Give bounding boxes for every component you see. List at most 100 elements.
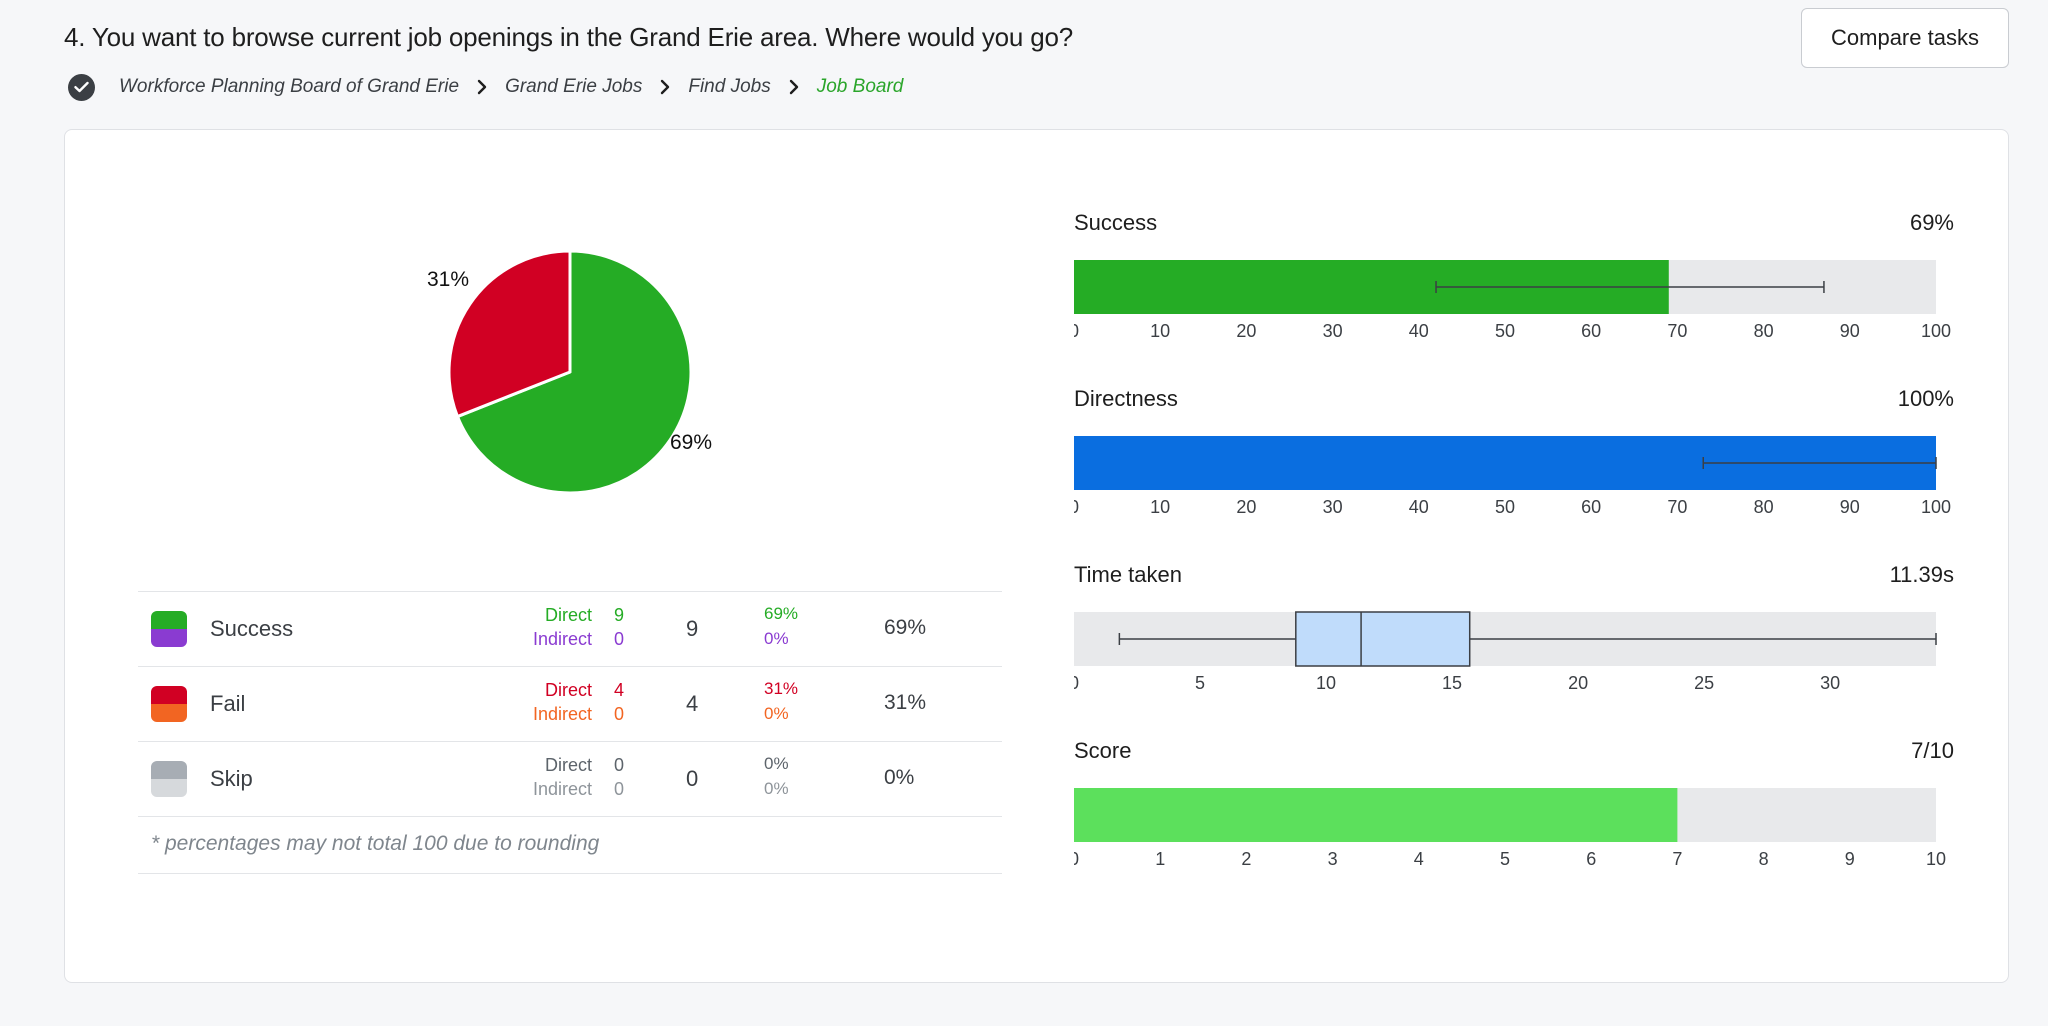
legend-name: Fail (210, 691, 246, 716)
box-iqr (1295, 611, 1471, 667)
pie-chart (447, 249, 693, 495)
compare-tasks-button[interactable]: Compare tasks (1801, 8, 2009, 68)
skip-swatch (151, 761, 187, 797)
breadcrumb-item-current: Job Board (816, 76, 904, 97)
axis-tick-label: 40 (1409, 497, 1429, 516)
indirect-pct: 0% (764, 629, 789, 648)
axis-tick-label: 90 (1840, 321, 1860, 340)
indirect-value: 0 (614, 704, 625, 724)
direct-value: 0 (614, 755, 625, 775)
legend-name: Success (210, 616, 294, 641)
rounding-note-row: * percentages may not total 100 due to r… (138, 816, 1002, 874)
axis-tick-label: 50 (1495, 497, 1515, 516)
axis-tick-label: 20 (1568, 673, 1588, 692)
axis-tick-label: 0 (1074, 673, 1079, 692)
total-pct: 0% (884, 766, 915, 789)
breadcrumb-item[interactable]: Find Jobs (688, 76, 771, 97)
axis-tick-label: 40 (1409, 321, 1429, 340)
pie-slice-fail (447, 249, 572, 419)
breadcrumb-item[interactable]: Workforce Planning Board of Grand Erie (119, 76, 460, 97)
time-taken-box-plot: 0 5 10 15 20 25 30 (1074, 611, 1937, 692)
question-title: 4. You want to browse current job openin… (64, 22, 1073, 52)
direct-pct: 31% (764, 679, 799, 698)
fail-swatch (151, 686, 187, 722)
metric-label: Score (1074, 738, 1132, 763)
metric-value: 7/10 (1911, 738, 1954, 763)
direct-value: 9 (614, 605, 625, 625)
count: 4 (686, 691, 699, 716)
results-panel: 69% 31% Success Direct Indirect 9 0 9 69… (64, 129, 2009, 983)
error-bar (1702, 457, 1937, 469)
axis-tick-label: 10 (1150, 497, 1170, 516)
axis-tick-label: 1 (1155, 849, 1165, 868)
check-circle-icon (68, 73, 95, 101)
axis-tick-label: 6 (1586, 849, 1596, 868)
indirect-pct: 0% (764, 779, 789, 798)
breadcrumb-item[interactable]: Grand Erie Jobs (505, 76, 643, 97)
axis-tick-label: 80 (1754, 497, 1774, 516)
score-bar-chart: 0 1 2 3 4 5 6 7 8 9 10 (1074, 788, 1946, 868)
direct-value: 4 (614, 680, 625, 700)
axis-tick-label: 3 (1328, 849, 1338, 868)
axis-tick-label: 20 (1236, 497, 1256, 516)
count: 0 (686, 766, 699, 791)
metric-label: Success (1074, 210, 1158, 235)
total-pct: 31% (884, 691, 927, 714)
axis-tick-label: 25 (1694, 673, 1714, 692)
legend-name: Skip (210, 766, 253, 791)
indirect-label: Indirect (532, 704, 592, 724)
axis-tick-label: 0 (1074, 497, 1079, 516)
pie-label-fail: 31% (427, 268, 470, 291)
axis-tick-label: 30 (1323, 497, 1343, 516)
axis-tick-label: 80 (1754, 321, 1774, 340)
pie-slice-success (455, 249, 693, 495)
metric-label: Time taken (1074, 562, 1183, 587)
axis-tick-label: 5 (1195, 673, 1205, 692)
results-legend-table: Success Direct Indirect 9 0 9 69% 0% 69%… (138, 591, 1002, 874)
axis-tick-label: 4 (1414, 849, 1424, 868)
axis-tick-label: 8 (1759, 849, 1769, 868)
direct-pct: 69% (764, 604, 799, 623)
axis-tick-label: 60 (1581, 321, 1601, 340)
axis-tick-label: 10 (1316, 673, 1336, 692)
axis-tick-label: 0 (1074, 321, 1079, 340)
count: 9 (686, 616, 699, 641)
chevron-right-icon (475, 77, 489, 97)
success-swatch (151, 611, 187, 647)
direct-label: Direct (544, 605, 592, 625)
axis-tick-label: 20 (1236, 321, 1256, 340)
total-pct: 69% (884, 616, 927, 639)
axis-tick-label: 7 (1672, 849, 1682, 868)
rounding-note: * percentages may not total 100 due to r… (151, 832, 600, 855)
axis-tick-label: 60 (1581, 497, 1601, 516)
axis-tick-label: 9 (1845, 849, 1855, 868)
error-bar (1435, 281, 1825, 293)
metric-value: 100% (1897, 386, 1954, 411)
breadcrumb: Workforce Planning Board of Grand Erie G… (68, 72, 903, 102)
direct-label: Direct (544, 680, 592, 700)
indirect-value: 0 (614, 629, 625, 649)
metric-value: 69% (1909, 210, 1954, 235)
legend-row-skip: Skip Direct Indirect 0 0 0 0% 0% 0% (138, 741, 1002, 816)
indirect-label: Indirect (532, 779, 592, 799)
indirect-pct: 0% (764, 704, 789, 723)
axis-tick-label: 10 (1926, 849, 1946, 868)
indirect-value: 0 (614, 779, 625, 799)
legend-row-success: Success Direct Indirect 9 0 9 69% 0% 69% (138, 591, 1002, 666)
axis-tick-label: 30 (1820, 673, 1840, 692)
chevron-right-icon (787, 77, 801, 97)
axis-tick-label: 100 (1921, 497, 1951, 516)
axis-tick-label: 0 (1074, 849, 1079, 868)
pie-label-success: 69% (670, 431, 713, 454)
axis-tick-label: 2 (1241, 849, 1251, 868)
directness-bar-chart: 0 10 20 30 40 50 60 70 80 90 100 (1074, 436, 1951, 516)
success-bar-chart: 0 10 20 30 40 50 60 70 80 90 100 (1074, 260, 1951, 340)
axis-tick-label: 15 (1442, 673, 1462, 692)
indirect-label: Indirect (532, 629, 592, 649)
axis-tick-label: 50 (1495, 321, 1515, 340)
axis-tick-label: 70 (1667, 497, 1687, 516)
metric-value: 11.39s (1889, 562, 1954, 587)
axis-tick-label: 90 (1840, 497, 1860, 516)
axis-tick-label: 30 (1323, 321, 1343, 340)
axis-tick-label: 10 (1150, 321, 1170, 340)
